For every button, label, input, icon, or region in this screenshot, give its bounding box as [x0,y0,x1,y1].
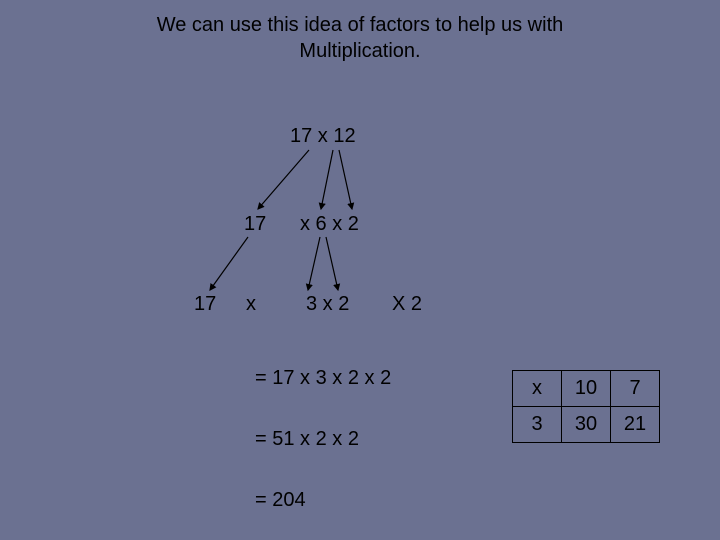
arrow-line [210,237,248,290]
tree-level1-left: 17 [244,213,266,236]
step-1: = 17 x 3 x 2 x 2 [255,367,391,390]
grid-cell: 3 [513,407,562,443]
arrow-layer [0,0,720,540]
title-line-1: We can use this idea of factors to help … [157,14,564,36]
tree-level0: 17 x 12 [290,125,356,148]
grid-header: x [513,371,562,407]
grid-cell: 21 [611,407,660,443]
arrow-line [258,150,309,209]
table-row: 3 30 21 [513,407,660,443]
grid-header: 7 [611,371,660,407]
tree-level2-c: 3 x 2 [306,293,349,316]
grid-header: 10 [562,371,611,407]
arrow-line [339,150,352,209]
step-3: = 204 [255,489,306,512]
tree-level2-b: x [246,293,256,316]
multiplication-grid: x 10 7 3 30 21 [512,370,660,443]
tree-level2-d: X 2 [392,293,422,316]
table-row: x 10 7 [513,371,660,407]
step-2: = 51 x 2 x 2 [255,428,359,451]
page-title: We can use this idea of factors to help … [0,0,720,64]
tree-level2-a: 17 [194,293,216,316]
title-line-2: Multiplication. [299,40,420,62]
arrow-line [308,237,320,290]
grid-cell: 30 [562,407,611,443]
arrow-line [326,237,338,290]
tree-level1-right: x 6 x 2 [300,213,359,236]
arrow-line [321,150,333,209]
